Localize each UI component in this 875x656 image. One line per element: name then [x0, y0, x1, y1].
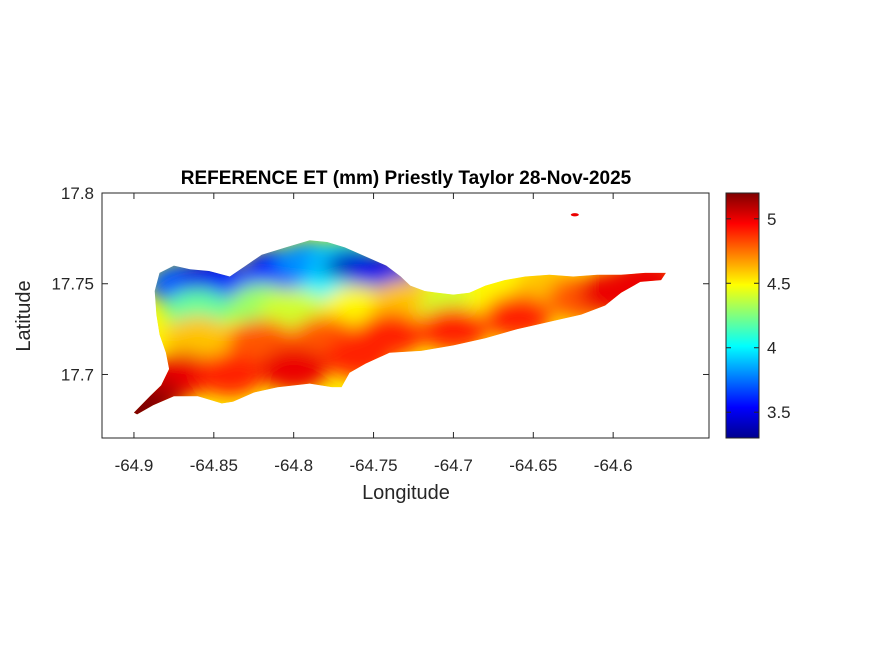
x-tick-label: -64.9	[115, 456, 154, 475]
chart-title: REFERENCE ET (mm) Priestly Taylor 28-Nov…	[181, 168, 632, 189]
y-tick-label: 17.7	[61, 365, 94, 384]
et-sample	[419, 307, 488, 352]
x-tick-label: -64.7	[434, 456, 473, 475]
x-tick-label: -64.6	[594, 456, 633, 475]
y-axis-ticks: 17.7 17.75 17.8	[51, 184, 709, 384]
y-tick-label: 17.75	[51, 275, 94, 294]
et-sample	[195, 352, 264, 397]
island-shape	[133, 240, 666, 415]
colorbar-ticks: 3.5 4 4.5 5	[726, 210, 791, 422]
et-field	[133, 240, 666, 415]
x-tick-label: -64.8	[274, 456, 313, 475]
y-tick-label: 17.8	[61, 184, 94, 203]
x-tick-label: -64.65	[509, 456, 557, 475]
et-sample	[259, 347, 328, 392]
x-axis-label: Longitude	[362, 482, 450, 504]
islet-mark	[570, 213, 579, 217]
y-axis-label: Latitude	[13, 280, 35, 351]
et-sample	[133, 388, 172, 415]
colorbar	[726, 193, 759, 438]
x-tick-label: -64.75	[349, 456, 397, 475]
et-marks	[570, 213, 579, 217]
plot-frame	[101, 192, 710, 439]
x-axis-ticks: -64.9 -64.85 -64.8 -64.75 -64.7 -64.65 -64.6	[115, 193, 633, 475]
colorbar-frame	[725, 192, 760, 439]
colorbar-tick-label: 4.5	[767, 274, 791, 293]
colorbar-tick-label: 4	[767, 339, 776, 358]
colorbar-tick-label: 3.5	[767, 403, 791, 422]
x-tick-label: -64.85	[190, 456, 238, 475]
colorbar-tick-label: 5	[767, 210, 776, 229]
et-sample	[163, 316, 232, 361]
